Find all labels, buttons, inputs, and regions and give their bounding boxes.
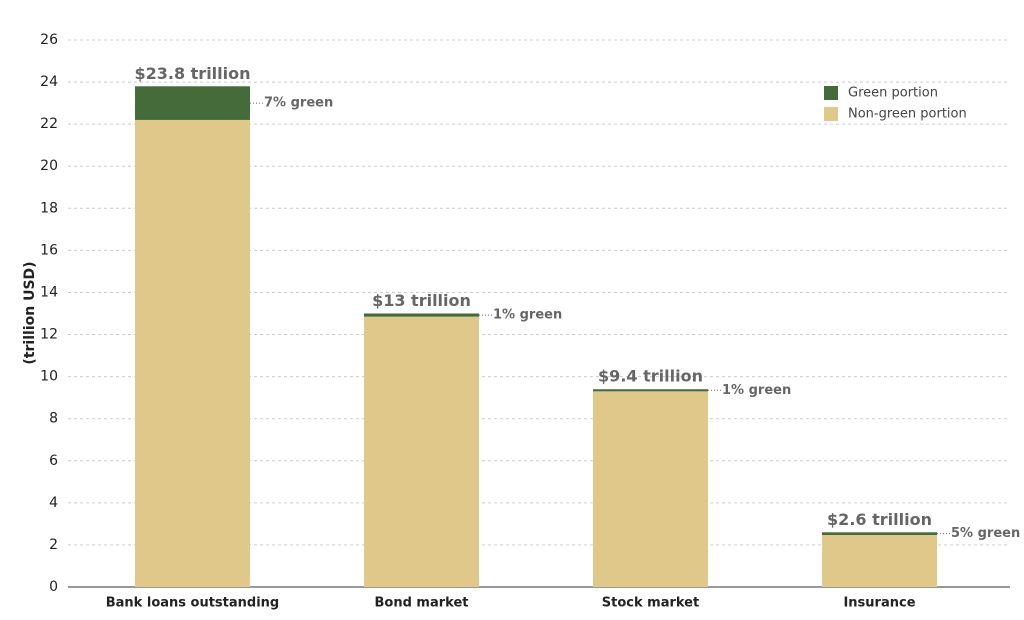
legend-swatch [824, 107, 838, 121]
y-tick-label: 12 [40, 327, 58, 343]
y-tick-label: 16 [40, 242, 58, 258]
bar-segment [593, 391, 708, 587]
bar-segment [822, 532, 937, 536]
y-tick-label: 26 [40, 32, 58, 48]
share-label: 5% green [951, 526, 1020, 541]
bar-segment [364, 316, 479, 587]
bar-segment [364, 313, 479, 317]
bar-segment [822, 535, 937, 587]
x-tick-label: Bond market [375, 596, 469, 611]
y-tick-label: 18 [40, 200, 58, 216]
bar-segment [135, 119, 250, 587]
share-label: 7% green [264, 96, 333, 111]
y-tick-label: 0 [49, 579, 58, 595]
y-tick-label: 20 [40, 158, 58, 174]
x-tick-label: Insurance [843, 596, 915, 611]
legend-label: Non-green portion [848, 107, 967, 122]
x-tick-label: Stock market [602, 596, 699, 611]
y-tick-label: 8 [49, 411, 58, 427]
total-label: $2.6 trillion [827, 510, 932, 529]
y-axis-label: (trillion USD) [22, 261, 38, 364]
y-tick-label: 2 [49, 537, 58, 553]
y-tick-label: 14 [40, 284, 58, 300]
legend-swatch [824, 86, 838, 100]
y-tick-label: 4 [49, 495, 58, 511]
total-label: $23.8 trillion [134, 64, 250, 83]
share-label: 1% green [493, 308, 562, 323]
total-label: $9.4 trillion [598, 367, 703, 386]
x-tick-label: Bank loans outstanding [106, 596, 280, 611]
y-tick-label: 6 [49, 453, 58, 469]
bar-segment [135, 86, 250, 120]
legend-label: Green portion [848, 86, 938, 101]
y-tick-label: 24 [40, 74, 58, 90]
y-tick-label: 22 [40, 116, 58, 132]
y-tick-label: 10 [40, 369, 58, 385]
bar-segment [593, 389, 708, 392]
total-label: $13 trillion [372, 291, 471, 310]
share-label: 1% green [722, 383, 791, 398]
